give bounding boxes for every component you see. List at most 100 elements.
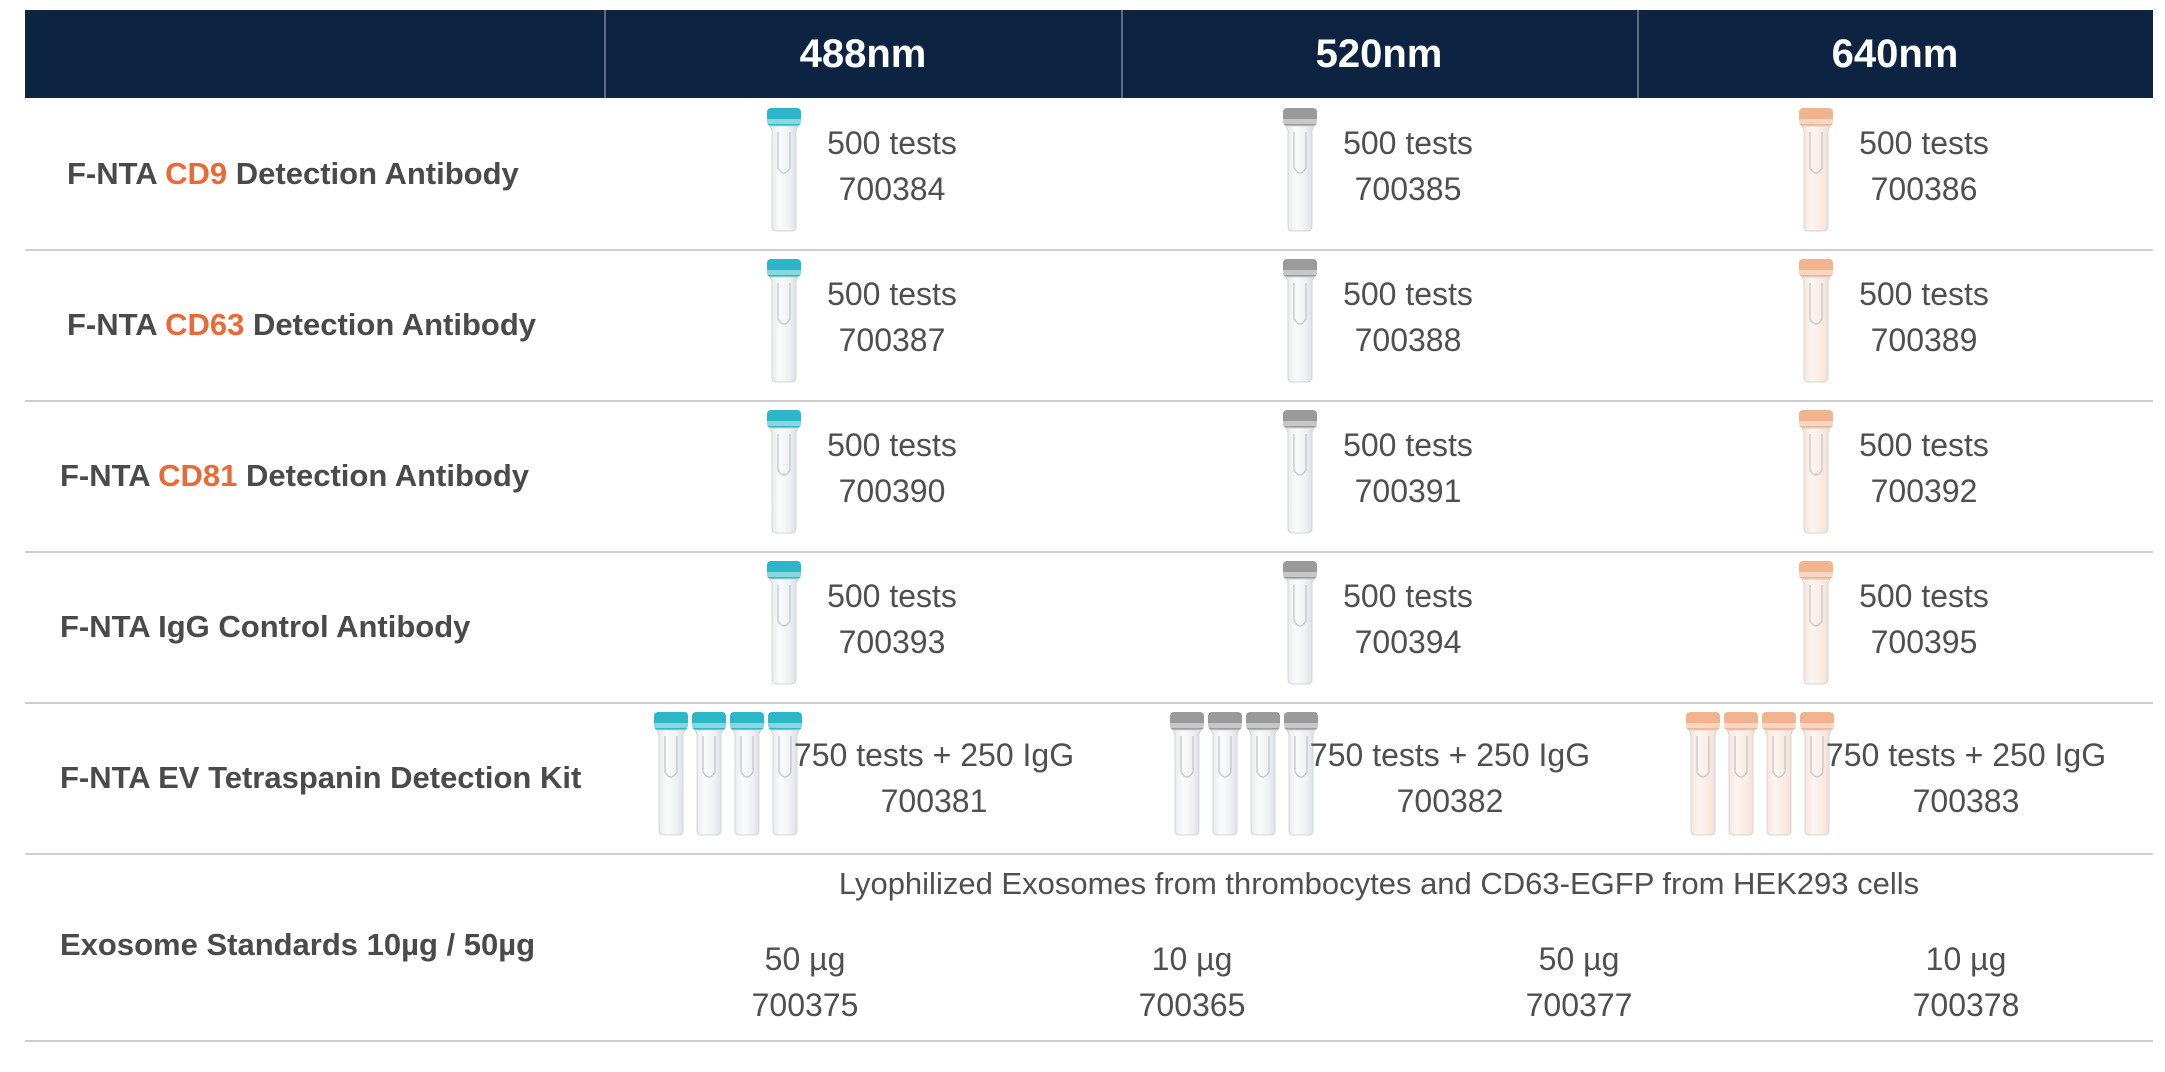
header-divider xyxy=(1121,10,1123,98)
tube-icon xyxy=(766,561,802,685)
product-code: 700388 xyxy=(1354,322,1462,358)
product-cell: 500 tests 700384 xyxy=(605,98,1121,249)
product-qty: 750 tests + 250 IgG xyxy=(1309,737,1591,773)
product-info: 500 tests 700385 xyxy=(1333,120,1483,212)
header-divider xyxy=(604,10,606,98)
product-code: 700381 xyxy=(880,783,988,819)
label-text: F-NTA xyxy=(67,155,166,191)
header-divider xyxy=(1637,10,1639,98)
product-info: 500 tests 700384 xyxy=(817,120,967,212)
product-qty: 500 tests xyxy=(1343,578,1473,614)
tube-icon xyxy=(1282,561,1318,685)
product-info: 500 tests 700388 xyxy=(1333,271,1483,363)
product-cell: 500 tests 700389 xyxy=(1637,249,2153,400)
label-text: Detection Antibody xyxy=(227,155,519,191)
exosome-standards-row: Exosome Standards 10µg / 50µg Lyophilize… xyxy=(25,850,2153,1042)
product-code: 700384 xyxy=(838,171,946,207)
row-label: F-NTA CD63 Detection Antibody xyxy=(25,249,647,400)
standard-code: 700378 xyxy=(1912,987,2020,1023)
product-code: 700389 xyxy=(1870,322,1978,358)
header-488nm: 488nm xyxy=(799,31,927,76)
product-cell: 750 tests + 250 IgG 700381 xyxy=(605,702,1121,853)
product-info: 500 tests 700387 xyxy=(817,271,967,363)
product-qty: 750 tests + 250 IgG xyxy=(793,737,1075,773)
product-info: 500 tests 700395 xyxy=(1849,573,1999,665)
product-info: 750 tests + 250 IgG 700381 xyxy=(779,732,1089,824)
product-code: 700387 xyxy=(838,322,946,358)
label-text: Detection Antibody xyxy=(237,457,530,493)
product-qty: 500 tests xyxy=(827,125,957,161)
product-code: 700392 xyxy=(1870,473,1978,509)
product-qty: 750 tests + 250 IgG xyxy=(1825,737,2107,773)
standard-code: 700375 xyxy=(751,987,859,1023)
standard-qty: 50 µg xyxy=(1538,941,1620,977)
product-cell: 500 tests 700387 xyxy=(605,249,1121,400)
product-cell: 500 tests 700395 xyxy=(1637,551,2153,702)
tube-icon xyxy=(1798,259,1834,383)
product-cell: 500 tests 700393 xyxy=(605,551,1121,702)
standards-note: Lyophilized Exosomes from thrombocytes a… xyxy=(838,866,1920,901)
product-qty: 500 tests xyxy=(1859,427,1989,463)
product-qty: 500 tests xyxy=(1343,125,1473,161)
product-qty: 500 tests xyxy=(1859,125,1989,161)
product-info: 750 tests + 250 IgG 700382 xyxy=(1295,732,1605,824)
standard-item: 50 µg 700375 xyxy=(675,936,935,1028)
tube-icon xyxy=(1282,410,1318,534)
product-cell: 500 tests 700394 xyxy=(1121,551,1637,702)
header-520nm: 520nm xyxy=(1315,31,1443,76)
standard-qty: 10 µg xyxy=(1925,941,2007,977)
product-cell: 500 tests 700390 xyxy=(605,400,1121,551)
product-row: F-NTA CD63 Detection Antibody 500 tests 70… xyxy=(25,249,2153,402)
row-label: F-NTA IgG Control Antibody xyxy=(25,551,640,702)
standard-code: 700377 xyxy=(1525,987,1633,1023)
row-label: F-NTA CD81 Detection Antibody xyxy=(25,400,640,551)
row-label: Exosome Standards 10µg / 50µg xyxy=(25,850,640,1040)
product-cell: 500 tests 700388 xyxy=(1121,249,1637,400)
label-text: Detection Antibody xyxy=(244,306,537,342)
product-code: 700393 xyxy=(838,624,946,660)
label-marker: CD63 xyxy=(165,306,245,342)
product-cell: 500 tests 700391 xyxy=(1121,400,1637,551)
product-info: 500 tests 700394 xyxy=(1333,573,1483,665)
product-qty: 500 tests xyxy=(827,578,957,614)
product-code: 700386 xyxy=(1870,171,1978,207)
table-header: 488nm 520nm 640nm xyxy=(25,10,2153,98)
product-row: F-NTA IgG Control Antibody 500 tests 70039… xyxy=(25,551,2153,704)
product-cell: 750 tests + 250 IgG 700383 xyxy=(1637,702,2153,853)
tube-icon xyxy=(1685,712,1835,836)
product-code: 700395 xyxy=(1870,624,1978,660)
product-info: 750 tests + 250 IgG 700383 xyxy=(1811,732,2121,824)
tube-icon xyxy=(1282,108,1318,232)
tube-icon xyxy=(653,712,803,836)
standard-item: 50 µg 700377 xyxy=(1449,936,1709,1028)
product-qty: 500 tests xyxy=(1343,427,1473,463)
tube-icon xyxy=(766,108,802,232)
product-qty: 500 tests xyxy=(827,276,957,312)
product-info: 500 tests 700391 xyxy=(1333,422,1483,514)
tube-icon xyxy=(766,410,802,534)
label-text: F-NTA EV Tetraspanin Detection Kit xyxy=(60,759,582,795)
label-text: F-NTA IgG Control Antibody xyxy=(60,608,471,644)
product-code: 700382 xyxy=(1396,783,1504,819)
product-code: 700391 xyxy=(1354,473,1462,509)
product-qty: 500 tests xyxy=(827,427,957,463)
tube-icon xyxy=(1282,259,1318,383)
standard-qty: 10 µg xyxy=(1151,941,1233,977)
product-qty: 500 tests xyxy=(1343,276,1473,312)
row-label: F-NTA CD9 Detection Antibody xyxy=(25,98,647,249)
standard-code: 700365 xyxy=(1138,987,1246,1023)
product-info: 500 tests 700386 xyxy=(1849,120,1999,212)
product-cell: 500 tests 700386 xyxy=(1637,98,2153,249)
label-marker: CD9 xyxy=(165,155,228,191)
product-row: F-NTA CD9 Detection Antibody 500 tests 700… xyxy=(25,98,2153,251)
tube-icon xyxy=(766,259,802,383)
standard-item: 10 µg 700365 xyxy=(1062,936,1322,1028)
tube-icon xyxy=(1798,108,1834,232)
product-info: 500 tests 700392 xyxy=(1849,422,1999,514)
product-cell: 500 tests 700385 xyxy=(1121,98,1637,249)
label-text: F-NTA xyxy=(60,457,159,493)
label-text: F-NTA xyxy=(67,306,166,342)
label-marker: CD81 xyxy=(158,457,238,493)
product-qty: 500 tests xyxy=(1859,276,1989,312)
product-code: 700385 xyxy=(1354,171,1462,207)
